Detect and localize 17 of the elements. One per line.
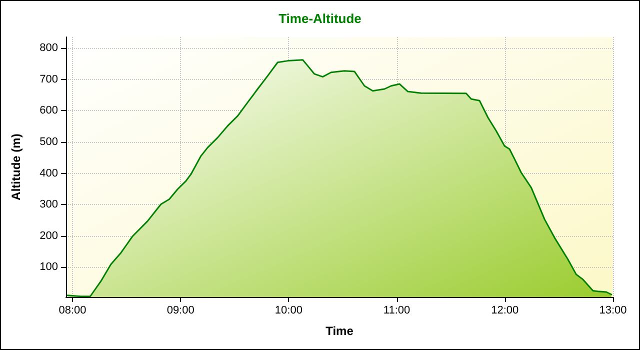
y-tick-label: 700 (40, 73, 58, 86)
y-tick-label: 300 (40, 198, 58, 211)
y-tick-label: 100 (40, 261, 58, 274)
y-tick-label: 400 (40, 167, 58, 180)
chart-title: Time-Altitude (278, 11, 362, 26)
x-tick-label: 10:00 (274, 304, 302, 316)
y-tick-label: 600 (40, 104, 58, 117)
y-tick-label: 200 (40, 230, 58, 242)
y-tick-label: 800 (40, 42, 58, 54)
x-tick-label: 09:00 (166, 304, 194, 316)
x-axis-title: Time (326, 324, 354, 338)
x-tick-label: 08:00 (58, 304, 86, 316)
y-tick-label: 500 (40, 136, 58, 148)
x-tick-label: 11:00 (383, 304, 410, 316)
x-tick-label: 12:00 (491, 304, 519, 316)
y-axis-title: Altitude (m) (9, 134, 23, 200)
x-tick-label: 13:00 (599, 304, 627, 316)
